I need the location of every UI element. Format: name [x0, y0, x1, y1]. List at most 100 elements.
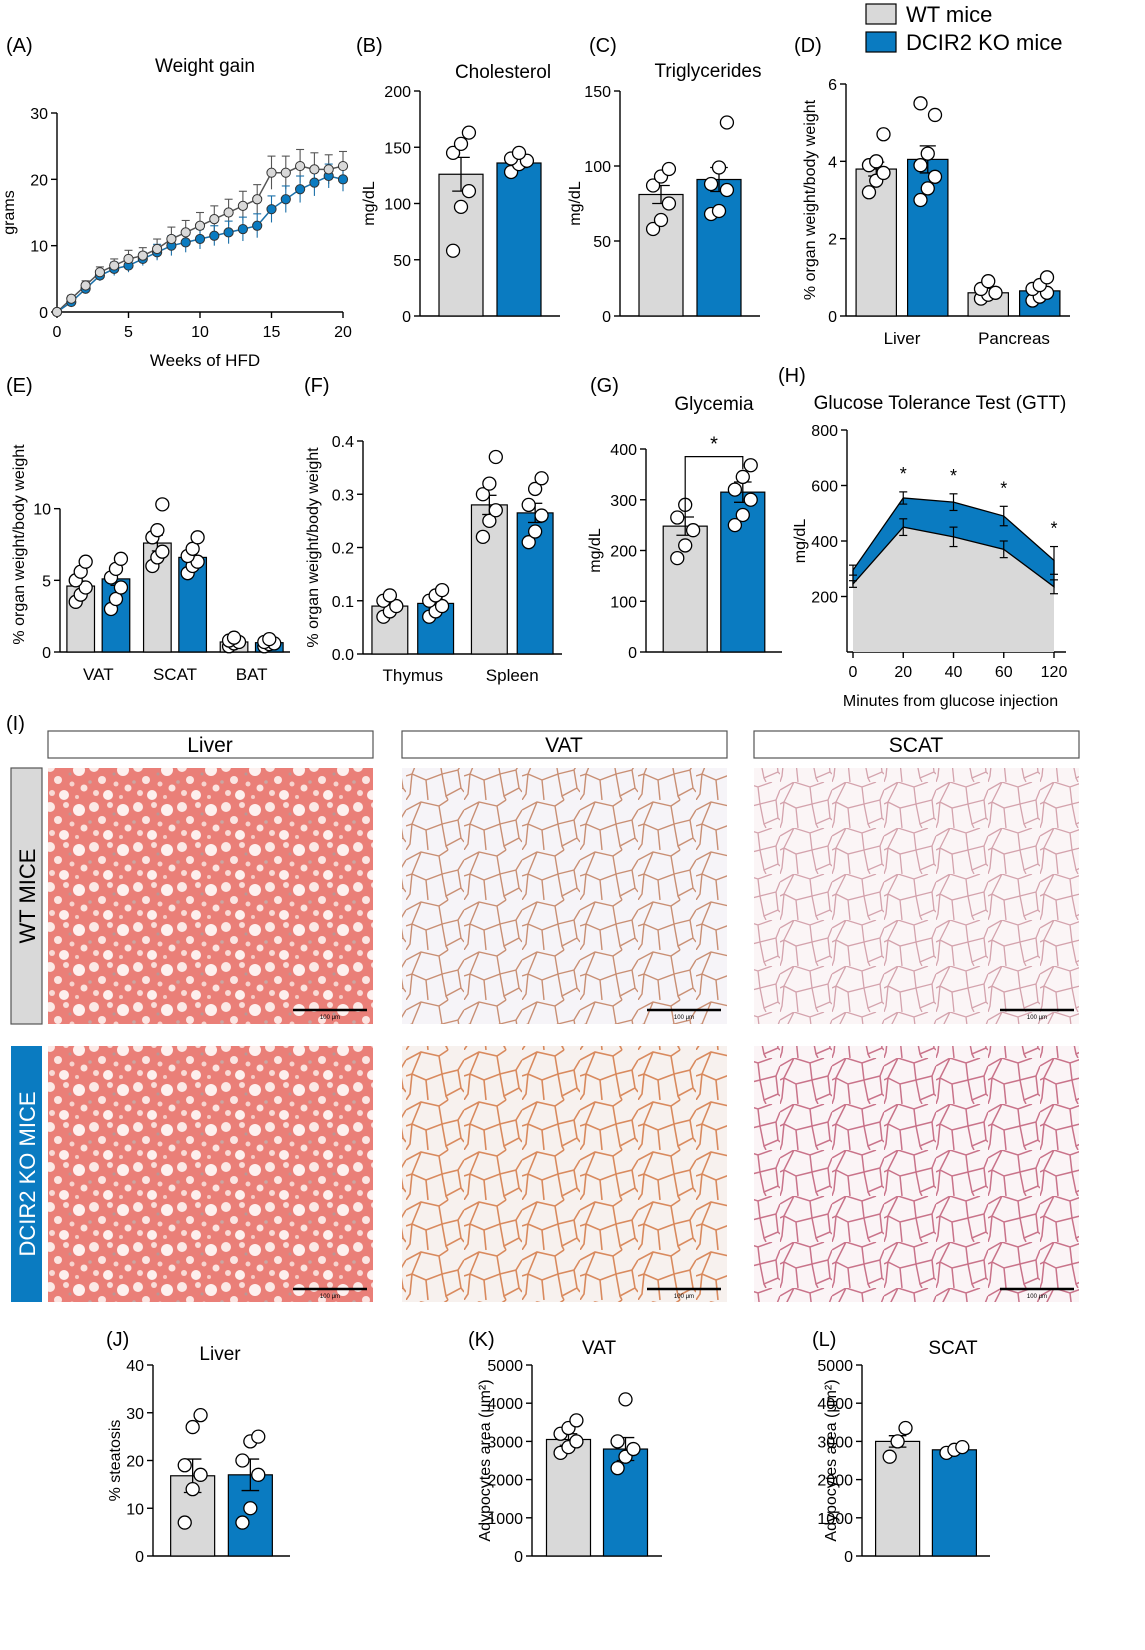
x-tick-label-A-2: 10	[191, 324, 209, 341]
data-point-B-wt-0-4	[453, 136, 469, 152]
y-tick-label-F-4: 0.4	[332, 434, 354, 451]
chart-K: (K) VAT Adypocytes area (μm²) 0 1000 2000 3000…	[468, 1329, 662, 1566]
data-point-E-wt-1-2	[155, 544, 170, 559]
data-point-B-ko-0-4	[511, 145, 527, 161]
y-tick-label-B-1: 50	[393, 253, 411, 270]
y-tick-label-D-2: 4	[828, 154, 837, 171]
significance-marker-H-1: *	[900, 464, 907, 484]
panel-letter-C: (C)	[589, 35, 617, 57]
y-tick-label-D-1: 2	[828, 232, 837, 249]
data-point-A-ko-17	[295, 184, 306, 195]
y-axis-label-F: % organ weight/body weight	[305, 447, 322, 648]
data-point-L-wt-0-1	[890, 1434, 905, 1449]
histology-image-scat-ko	[754, 1046, 1079, 1302]
category-label-E-1: SCAT	[153, 665, 197, 684]
data-point-A-wt-6	[137, 250, 148, 261]
data-point-A-wt-10	[194, 220, 206, 231]
chart-F: (F) % organ weight/body weight 0.0 0.1 0.2 0.…	[304, 375, 562, 685]
y-axis-label-D: % organ weight/body weight	[802, 99, 819, 300]
data-point-F-ko-0-5	[434, 582, 450, 598]
y-tick-label-B-4: 200	[384, 84, 411, 101]
chart-D: (D) % organ weight/body weight 0 2 4 6 Liver Pa…	[794, 35, 1070, 348]
data-point-D-ko-1-5	[1039, 270, 1055, 285]
data-point-B-wt-0-3	[445, 145, 461, 161]
data-point-B-wt-0-2	[461, 183, 477, 199]
data-point-K-ko-0-3	[610, 1434, 625, 1449]
scale-label-vat-ko: 100 μm	[674, 1294, 694, 1300]
data-point-A-wt-16	[280, 167, 291, 178]
row-label-wt-box	[10, 767, 43, 1025]
data-point-J-ko-0-5	[251, 1429, 266, 1444]
data-point-E-ko-2-4	[262, 631, 277, 647]
data-point-D-wt-0-5	[876, 127, 891, 142]
x-tick-label-A-3: 15	[263, 324, 281, 341]
y-tick-label-K-2: 2000	[487, 1473, 523, 1490]
y-tick-label-B-2: 100	[384, 197, 411, 214]
bar-K-wt-0	[545, 1438, 592, 1557]
data-point-A-ko-12	[223, 227, 234, 238]
y-axis-label-L: Adypocytes area (μm²)	[823, 1379, 840, 1541]
data-point-A-wt-2	[80, 280, 91, 291]
data-point-C-wt-0-1	[653, 212, 669, 228]
significance-marker-H-3: *	[1000, 478, 1007, 498]
data-point-D-ko-0-4	[920, 146, 935, 161]
histology-image-liver-wt	[48, 768, 373, 1024]
y-axis-label-J: % steatosis	[107, 1420, 124, 1502]
histology-image-vat-wt	[402, 768, 727, 1024]
data-point-A-wt-7	[152, 243, 163, 255]
data-point-G-wt-0-0	[670, 550, 685, 566]
data-point-J-wt-0-3	[177, 1458, 192, 1473]
panel-letter-E: (E)	[6, 375, 33, 397]
data-point-C-ko-0-4	[711, 160, 727, 175]
data-point-A-wt-1	[66, 293, 77, 304]
y-tick-label-J-3: 30	[126, 1406, 144, 1423]
data-point-F-ko-1-0	[521, 535, 536, 550]
data-point-F-wt-1-1	[482, 513, 497, 529]
data-point-A-wt-18	[309, 164, 320, 175]
category-label-E-0: VAT	[83, 665, 114, 684]
data-point-A-wt-4	[109, 260, 120, 271]
row-label-ko: DCIR2 KO MICE	[15, 1091, 40, 1256]
chart-E: (E) % organ weight/body weight 0 5 10 VAT SCAT…	[6, 375, 290, 684]
data-point-A-wt-3	[94, 267, 106, 278]
row-label-wt: WT MICE	[15, 849, 40, 944]
x-tick-label-A-4: 20	[334, 324, 352, 341]
y-tick-label-L-5: 5000	[817, 1358, 853, 1375]
data-point-A-wt-19	[323, 164, 334, 175]
y-tick-label-K-5: 5000	[487, 1358, 523, 1375]
panel-letter-F: (F)	[304, 375, 330, 397]
data-point-A-wt-14	[252, 194, 263, 205]
data-point-E-wt-2-4	[226, 630, 242, 645]
data-point-A-ko-10	[194, 233, 206, 245]
x-tick-label-A-1: 5	[124, 324, 133, 341]
panel-letter-L: (L)	[812, 1329, 836, 1351]
chart-title-G: Glycemia	[674, 394, 754, 415]
y-tick-label-D-3: 6	[828, 77, 837, 94]
data-point-K-ko-0-4	[618, 1392, 633, 1407]
x-axis-label-A: Weeks of HFD	[150, 351, 260, 370]
bar-J-wt-0	[170, 1475, 216, 1557]
data-point-G-wt-0-2	[685, 523, 701, 538]
data-point-A-wt-0	[51, 306, 63, 318]
y-tick-label-C-3: 150	[584, 84, 611, 101]
y-tick-label-B-3: 150	[384, 140, 411, 157]
data-point-E-wt-1-4	[150, 523, 165, 538]
data-point-B-wt-0-5	[461, 125, 477, 140]
data-point-J-ko-0-3	[235, 1453, 250, 1468]
y-tick-label-L-0: 0	[844, 1549, 853, 1566]
category-label-D-0: Liver	[884, 329, 921, 348]
bar-B-ko-0	[496, 162, 542, 317]
significance-bracket-G	[684, 456, 744, 518]
data-point-G-wt-0-3	[670, 510, 685, 525]
data-point-C-ko-0-2	[719, 182, 735, 198]
data-point-F-ko-1-5	[534, 471, 549, 486]
data-point-B-wt-0-0	[445, 243, 461, 258]
data-point-J-wt-0-4	[185, 1419, 200, 1435]
data-point-D-ko-0-2	[927, 169, 943, 184]
x-tick-label-H-4: 120	[1041, 664, 1068, 681]
x-tick-label-H-3: 60	[995, 664, 1013, 681]
data-point-K-ko-0-0	[610, 1460, 625, 1476]
data-point-G-ko-0-0	[727, 517, 743, 533]
chart-H: (H)Glucose Tolerance Test (GTT)mg/dL2004…	[778, 365, 1067, 710]
y-axis-label-C: mg/dL	[567, 181, 584, 226]
